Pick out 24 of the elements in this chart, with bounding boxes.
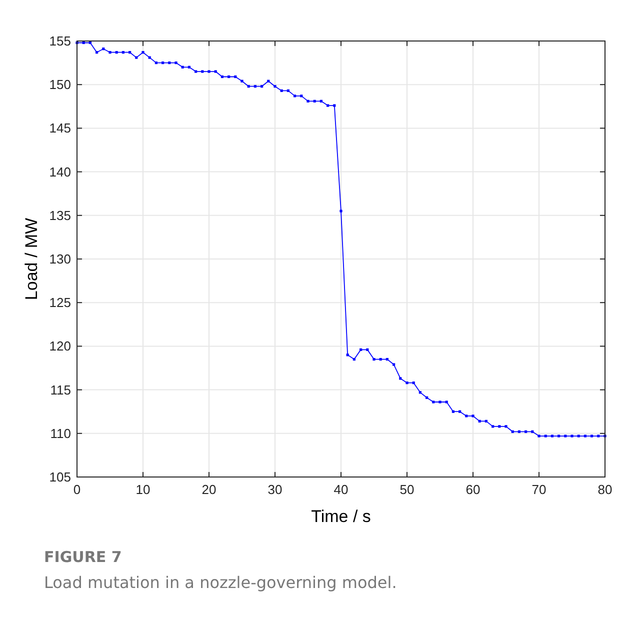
y-tick-label: 150 [49,77,71,92]
y-tick-label: 105 [49,470,71,484]
y-tick-label: 115 [50,382,71,398]
x-tick-label: 40 [334,482,348,497]
y-tick-label: 140 [49,164,71,180]
caption: FIGURE 7 [44,548,122,566]
x-tick-label: 0 [73,482,81,497]
y-tick-label: 110 [50,426,71,441]
y-tick-label: 125 [49,295,71,310]
x-tick-label: 30 [268,482,282,497]
y-tick-label: 145 [49,120,71,136]
x-tick-label: 60 [466,482,480,497]
x-tick-label: 50 [400,482,414,497]
y-tick-label: 155 [49,34,71,48]
x-axis-title: Time / s [311,507,371,526]
y-tick-label: 135 [49,208,71,223]
y-tick-label: 120 [49,338,71,354]
text: Load mutation in a nozzle-governing model. [44,573,397,592]
x-tick-label: 10 [136,482,150,497]
x-tick-label: 20 [202,482,216,497]
x-tick-label: 80 [598,482,612,497]
x-tick-label: 70 [532,482,546,497]
y-axis-title: Load / MW [22,218,41,300]
y-tick-label: 130 [49,252,71,266]
